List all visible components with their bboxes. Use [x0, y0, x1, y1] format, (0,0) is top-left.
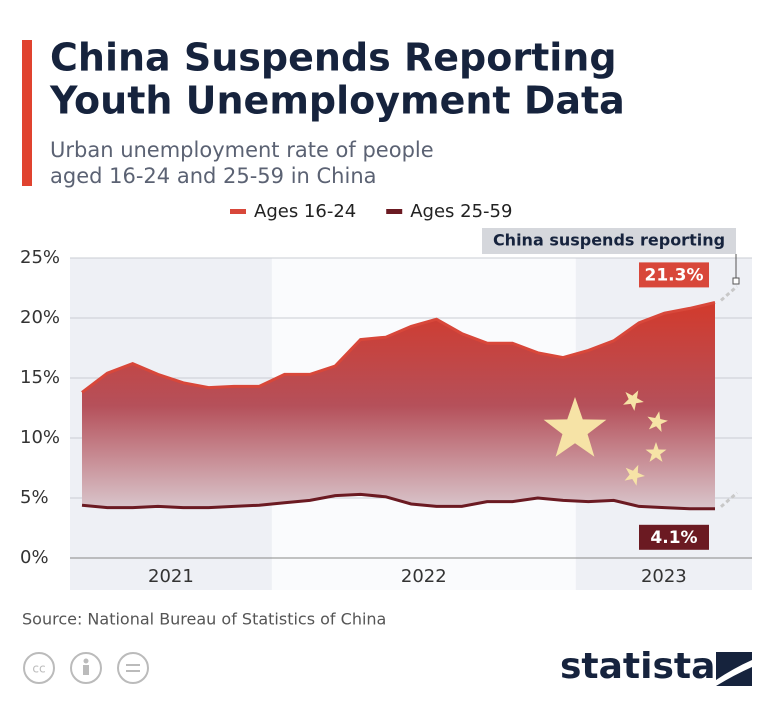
brand-icon — [716, 652, 752, 686]
subtitle: Urban unemployment rate of people — [50, 138, 434, 162]
cc-icons: cc — [23, 652, 149, 684]
x-group-label: 2021 — [148, 566, 194, 587]
value-label-bg — [639, 262, 709, 288]
value-label: 21.3% — [645, 265, 704, 285]
annotation-marker — [732, 277, 740, 285]
subtitle: aged 16-24 and 25-59 in China — [50, 164, 377, 188]
y-tick-label: 0% — [20, 547, 49, 568]
flag-star — [647, 411, 668, 433]
line — [81, 300, 716, 394]
annotation: China suspends reporting — [493, 231, 725, 250]
dashed-connector — [720, 285, 738, 302]
title: China Suspends Reporting — [50, 36, 617, 80]
value-label-bg — [639, 524, 709, 550]
y-tick-label: 20% — [20, 307, 60, 328]
annotation-bg — [482, 228, 736, 254]
accent-bar — [22, 40, 32, 186]
area — [82, 302, 715, 509]
y-tick-label: 25% — [20, 247, 60, 268]
flag-star — [543, 397, 607, 457]
x-group-label: 2022 — [401, 566, 447, 587]
y-tick-label: 15% — [20, 367, 60, 388]
flag-star — [645, 442, 667, 462]
legend-label: Ages 16-24 — [254, 201, 356, 222]
value-label: 4.1% — [650, 528, 697, 548]
y-tick-label: 10% — [20, 427, 60, 448]
brand: statista — [560, 646, 715, 687]
title: Youth Unemployment Data — [49, 79, 625, 123]
dashed-connector — [720, 491, 738, 508]
flag-star — [623, 390, 644, 411]
source: Source: National Bureau of Statistics of… — [22, 610, 386, 629]
line — [81, 492, 715, 511]
legend-swatch — [230, 209, 246, 214]
x-group-label: 2023 — [641, 566, 687, 587]
svg-text:cc: cc — [32, 662, 45, 676]
legend-swatch — [386, 209, 403, 214]
legend-label: Ages 25-59 — [410, 201, 512, 222]
flag-star — [624, 464, 645, 486]
y-tick-label: 5% — [20, 487, 49, 508]
